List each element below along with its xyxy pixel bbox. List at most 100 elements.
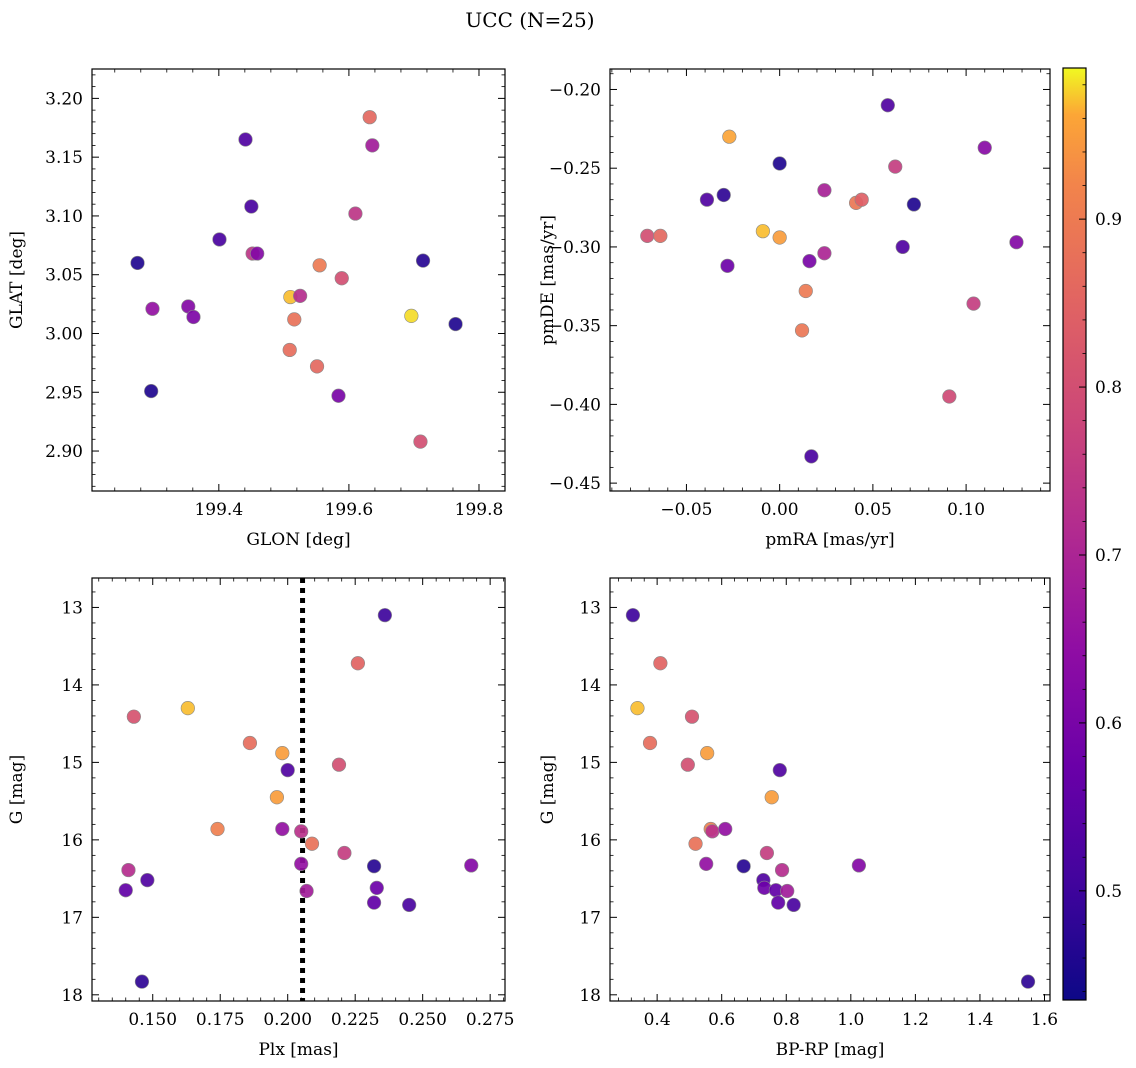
scatter-point xyxy=(269,790,285,805)
x-tick-label: 199.4 xyxy=(194,500,243,520)
x-axis-label: Plx [mas] xyxy=(258,1040,338,1060)
scatter-point xyxy=(280,763,295,778)
axes-frame xyxy=(609,577,1051,1002)
scatter-point xyxy=(720,258,735,273)
x-axis-label: GLON [deg] xyxy=(246,530,350,550)
y-tick-label: 3.20 xyxy=(45,89,83,109)
scatter-point xyxy=(126,709,141,724)
scatter-point xyxy=(312,258,327,273)
scatter-point xyxy=(653,656,668,671)
x-tick-label: 1.6 xyxy=(1031,1010,1058,1030)
scatter-point xyxy=(337,845,352,861)
y-tick-label: 18 xyxy=(61,986,83,1006)
scatter-point xyxy=(642,735,658,751)
y-tick-label: 3.15 xyxy=(45,148,83,168)
x-tick-label: 1.0 xyxy=(837,1010,864,1030)
panel-4: 0.4 0.6 0.8 1.0 1.2 1.4 1.6 13 14 15 16 17 18 BP-RP [… xyxy=(538,577,1058,1060)
y-tick-label: −0.25 xyxy=(549,159,601,179)
scatter-point xyxy=(366,859,382,874)
y-tick-label: 13 xyxy=(61,598,83,618)
scatter-point xyxy=(299,883,314,899)
scatter-point xyxy=(366,895,382,910)
scatter-point xyxy=(348,206,363,221)
y-axis-label: pmDE [mas/yr] xyxy=(538,215,558,345)
scatter-point xyxy=(942,389,957,404)
scatter-point xyxy=(294,856,309,871)
scatter-point xyxy=(365,138,380,153)
scatter-point xyxy=(130,255,145,271)
scatter-point xyxy=(854,192,869,207)
scatter-point xyxy=(294,824,309,839)
scatter-point xyxy=(716,187,731,203)
axes-frame xyxy=(91,68,506,492)
x-tick-label: 199.8 xyxy=(455,500,504,520)
scatter-point xyxy=(212,232,227,247)
x-tick-label: 0.225 xyxy=(331,1010,380,1030)
scatter-point xyxy=(880,98,895,113)
y-tick-label: 17 xyxy=(61,908,83,928)
colorbar-tick-label: 0.7 xyxy=(1095,546,1122,566)
scatter-point xyxy=(287,312,302,327)
scatter-point xyxy=(350,656,365,671)
x-tick-label: 0.4 xyxy=(644,1010,671,1030)
scatter-point xyxy=(653,228,668,244)
scatter-point xyxy=(817,183,832,198)
panel-3: 0.150 0.175 0.200 0.225 0.250 0.275 13 14 15 16 17… xyxy=(7,577,514,1060)
axes-frame xyxy=(609,68,1051,492)
scatter-point xyxy=(817,246,832,261)
scatter-point xyxy=(140,873,155,888)
scatter-point xyxy=(771,895,786,910)
y-tick-label: 14 xyxy=(61,676,83,696)
scatter-point xyxy=(786,897,801,913)
scatter-point xyxy=(772,763,787,778)
panel-2: −0.05 0.00 0.05 0.10 −0.45 −0.40 −0.35 −0.30 −0.… xyxy=(538,68,1051,550)
y-tick-label: 15 xyxy=(61,753,83,773)
scatter-point xyxy=(772,230,787,245)
y-tick-label: 13 xyxy=(579,598,601,618)
x-tick-label: 1.2 xyxy=(902,1010,929,1030)
y-tick-label: −0.30 xyxy=(549,238,601,258)
scatter-point xyxy=(186,309,201,325)
scatter-point xyxy=(906,197,921,212)
scatter-point xyxy=(118,883,133,898)
y-tick-label: −0.45 xyxy=(549,474,601,494)
scatter-point xyxy=(362,110,377,125)
y-tick-label: 2.90 xyxy=(45,442,83,462)
y-tick-label: 17 xyxy=(579,908,601,928)
colorbar-gradient xyxy=(1063,68,1086,1000)
y-tick-label: 3.05 xyxy=(45,266,83,286)
scatter-point xyxy=(309,359,325,374)
scatter-point xyxy=(755,224,770,239)
scatter-point xyxy=(630,701,645,716)
scatter-point xyxy=(977,140,992,155)
colorbar-tick-label: 0.6 xyxy=(1095,714,1122,734)
y-tick-label: 18 xyxy=(579,986,601,1006)
scatter-point xyxy=(180,701,195,716)
scatter-point xyxy=(802,254,817,269)
scatter-point xyxy=(640,228,655,244)
x-tick-label: 0.250 xyxy=(398,1010,447,1030)
scatter-point xyxy=(851,858,866,873)
scatter-point xyxy=(1020,974,1036,989)
y-axis-label: G [mag] xyxy=(7,755,27,824)
figure-title: UCC (N=25) xyxy=(465,8,594,32)
scatter-point xyxy=(250,246,265,261)
scatter-point xyxy=(331,757,347,772)
x-tick-label: 0.6 xyxy=(708,1010,735,1030)
scatter-point xyxy=(413,434,428,449)
scatter-point xyxy=(722,129,737,144)
scatter-point xyxy=(275,821,290,837)
y-tick-label: 14 xyxy=(579,676,601,696)
scatter-point xyxy=(798,283,813,299)
scatter-point xyxy=(334,271,349,286)
scatter-point xyxy=(238,132,253,147)
x-tick-label: −0.05 xyxy=(660,500,712,520)
scatter-point xyxy=(736,859,751,874)
scatter-point xyxy=(134,974,150,989)
y-tick-label: −0.40 xyxy=(549,395,601,415)
y-axis-label: G [mag] xyxy=(538,755,558,824)
x-tick-label: 0.05 xyxy=(854,500,892,520)
scatter-point xyxy=(764,790,779,805)
x-tick-label: 0.175 xyxy=(196,1010,245,1030)
